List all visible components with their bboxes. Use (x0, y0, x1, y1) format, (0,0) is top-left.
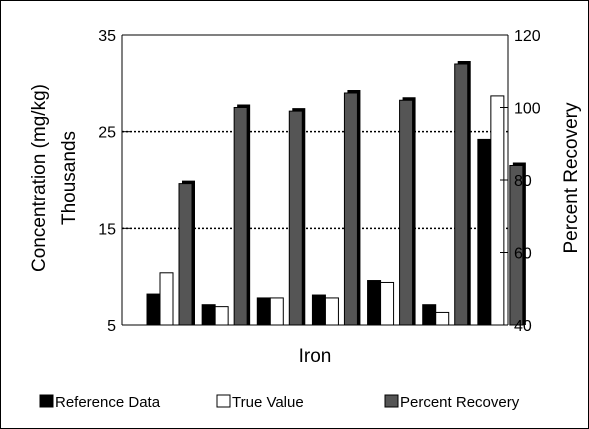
bar-reference-data (146, 293, 161, 326)
x-axis-label: Iron (299, 346, 332, 367)
bar-reference-data (422, 304, 437, 326)
legend-label-true-value: True Value (232, 394, 304, 411)
right-tick-label: 100 (514, 101, 541, 118)
y-axis-label-left-sub: Thousands (59, 131, 80, 225)
legend-item-percent-recovery: Percent Recovery (384, 394, 520, 411)
right-tick-label: 40 (514, 318, 532, 335)
bar-true-value (490, 95, 505, 326)
bar-reference-data (311, 294, 326, 326)
bar-percent-recovery (178, 183, 193, 326)
left-tick-label: 15 (98, 221, 116, 238)
legend-label-reference-data: Reference Data (55, 394, 161, 411)
legend-item-true-value: True Value (216, 394, 304, 411)
right-tick-label: 60 (514, 246, 532, 263)
bar-percent-recovery (288, 110, 303, 326)
right-tick-label: 120 (514, 28, 541, 45)
bars (146, 61, 526, 326)
legend-swatch-reference-data (39, 394, 54, 408)
bar-percent-recovery (399, 99, 414, 326)
right-tick-label: 80 (514, 173, 532, 190)
bar-percent-recovery (343, 92, 358, 326)
legend: Reference Data True Value Percent Recove… (39, 394, 520, 411)
bar-true-value (324, 297, 339, 326)
legend-label-percent-recovery: Percent Recovery (400, 394, 520, 411)
bar-true-value (159, 272, 174, 326)
bar-true-value (269, 297, 284, 326)
bar-percent-recovery (233, 107, 248, 326)
y-axis-label-left: Concentration (mg/kg) (29, 84, 50, 272)
legend-swatch-true-value (216, 394, 231, 408)
legend-swatch-percent-recovery (384, 394, 399, 408)
left-tick-label: 25 (98, 125, 116, 142)
bar-true-value (435, 311, 450, 326)
bar-reference-data (201, 304, 216, 326)
legend-item-reference-data: Reference Data (39, 394, 161, 411)
y-axis-label-right: Percent Recovery (561, 102, 582, 254)
bar-true-value (214, 306, 229, 326)
left-tick-label: 35 (98, 28, 116, 45)
axes: 5 15 25 35 40 60 80 100 120 (98, 28, 541, 335)
bar-reference-data (367, 280, 382, 326)
bar-reference-data (477, 138, 492, 326)
left-tick-label: 5 (107, 318, 116, 335)
bar-percent-recovery (509, 165, 524, 326)
bar-reference-data (256, 297, 271, 326)
bar-true-value (380, 281, 395, 326)
bar-percent-recovery (454, 63, 469, 326)
